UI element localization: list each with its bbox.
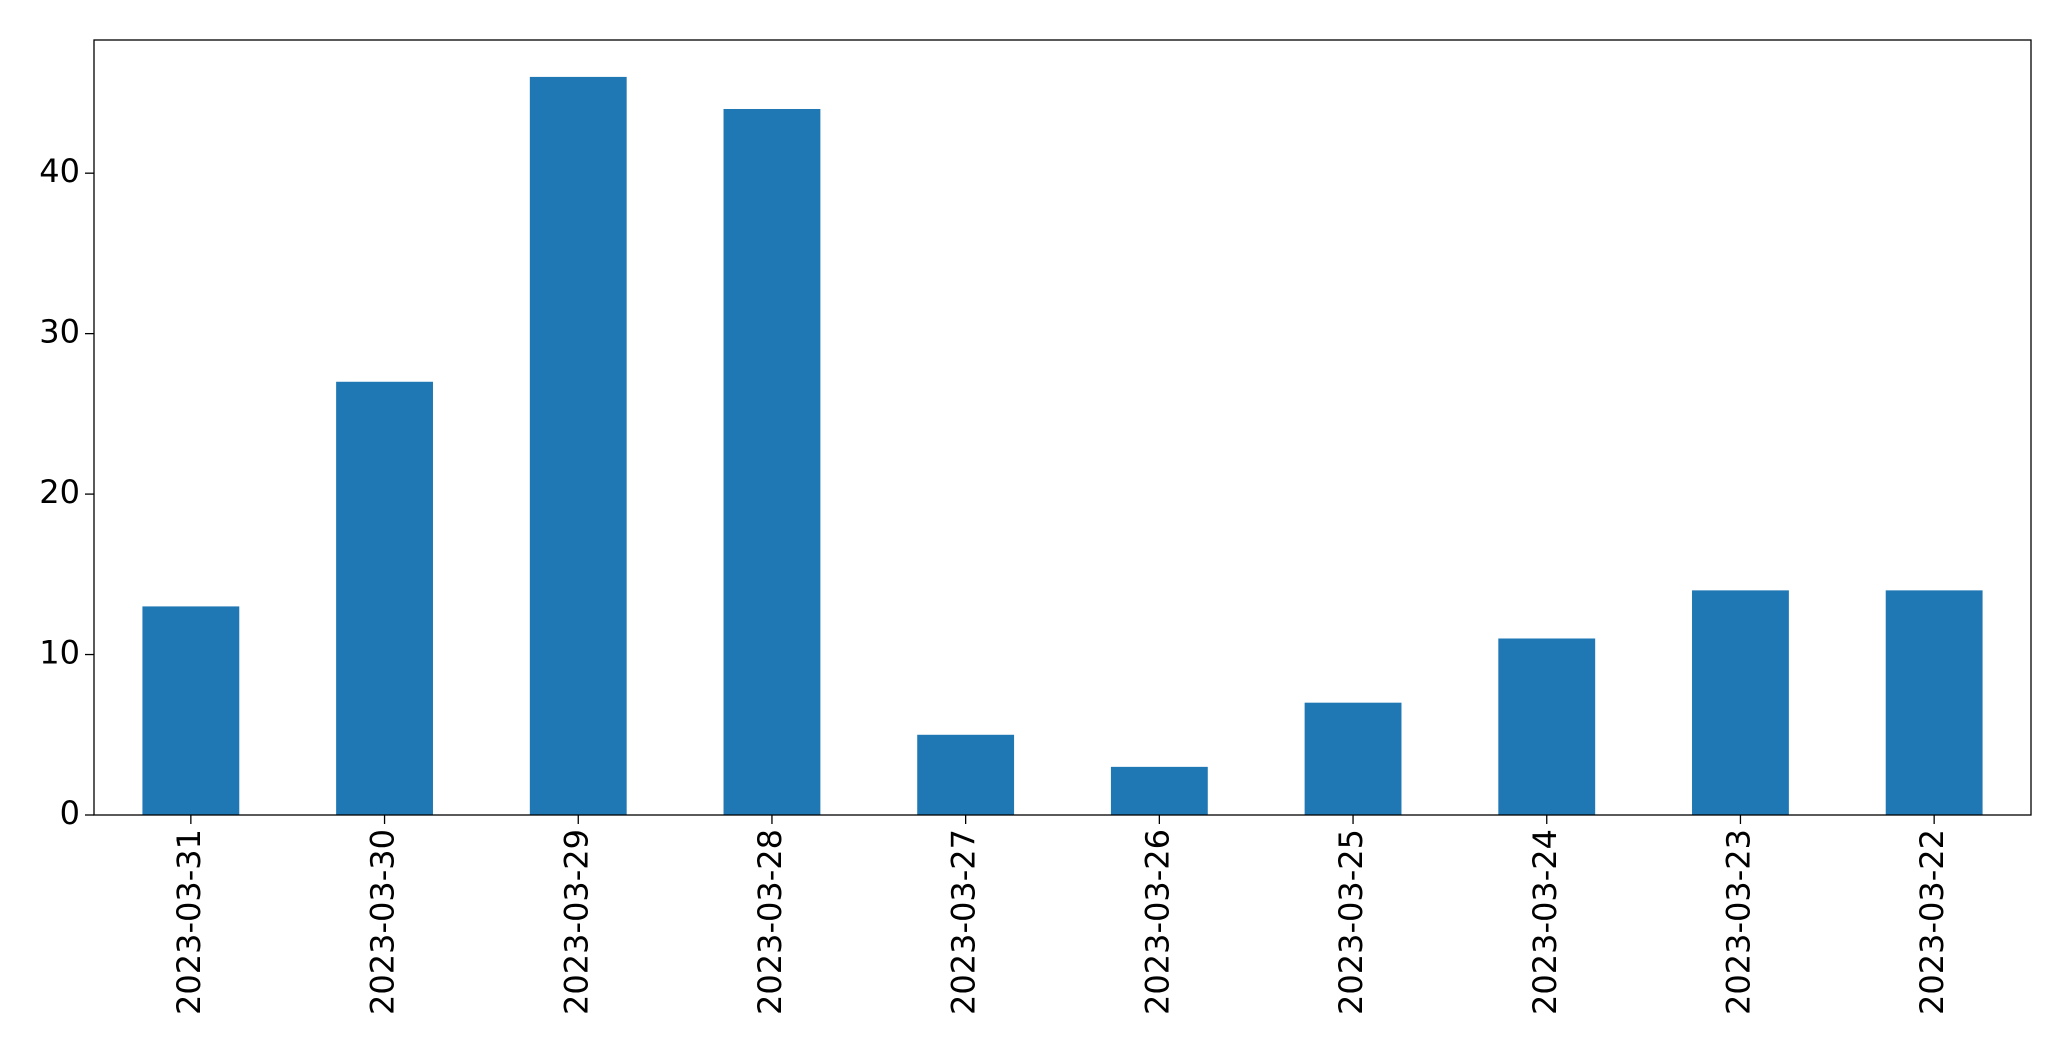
bar bbox=[1304, 702, 1402, 815]
y-tick-label: 40 bbox=[39, 152, 80, 190]
bar bbox=[142, 606, 240, 815]
plot-area bbox=[142, 76, 1983, 816]
bar bbox=[336, 381, 433, 815]
x-tick-label: 2023-03-26 bbox=[1138, 829, 1176, 1015]
x-tick-label: 2023-03-23 bbox=[1719, 829, 1757, 1015]
axes-frame bbox=[93, 39, 2032, 816]
bar bbox=[1498, 638, 1596, 815]
x-tick-label: 2023-03-31 bbox=[170, 829, 208, 1015]
y-tick-label: 20 bbox=[39, 473, 80, 511]
x-tick-label: 2023-03-28 bbox=[751, 829, 789, 1015]
bar bbox=[1692, 590, 1789, 815]
x-tick-label: 2023-03-25 bbox=[1332, 829, 1370, 1015]
bar bbox=[1885, 590, 1983, 815]
y-tick-label: 30 bbox=[39, 313, 80, 351]
y-tick-label: 10 bbox=[39, 634, 80, 672]
x-tick-label: 2023-03-24 bbox=[1526, 829, 1564, 1015]
bar bbox=[1110, 766, 1208, 815]
x-tick-label: 2023-03-29 bbox=[557, 829, 595, 1015]
bar bbox=[917, 734, 1015, 815]
bar bbox=[529, 76, 627, 815]
x-tick-label: 2023-03-22 bbox=[1913, 829, 1951, 1015]
y-tick-label: 0 bbox=[60, 794, 80, 832]
x-tick-label: 2023-03-27 bbox=[945, 829, 983, 1015]
bar bbox=[723, 108, 821, 816]
x-tick-label: 2023-03-30 bbox=[364, 829, 402, 1015]
